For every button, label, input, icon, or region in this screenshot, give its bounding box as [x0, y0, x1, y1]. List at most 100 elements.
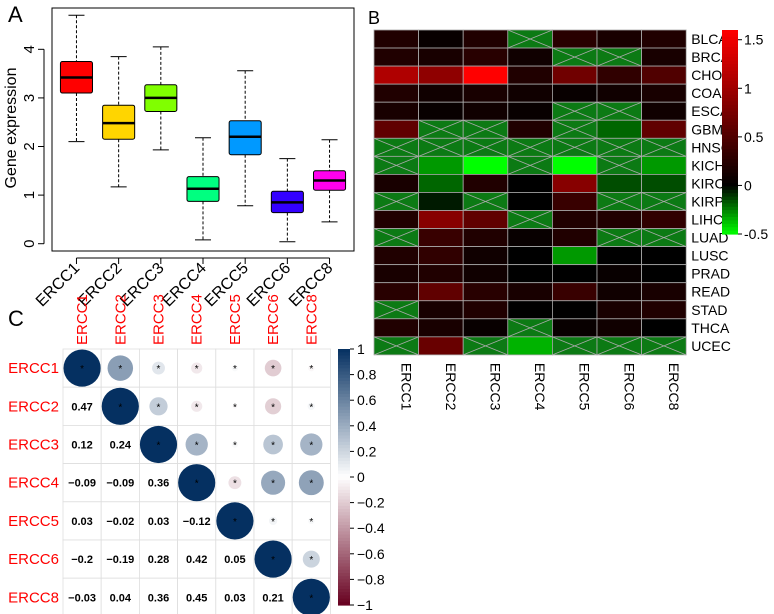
corr-significance: * [157, 364, 161, 375]
heatmap-cell [641, 246, 687, 266]
corr-value: 0.04 [110, 592, 132, 604]
corr-cell [62, 501, 102, 541]
corr-legend-step [338, 499, 350, 504]
heatmap-legend-step [722, 172, 738, 177]
corr-row-label: ERCC3 [8, 437, 59, 454]
corr-cell [291, 386, 331, 426]
corr-legend-label: −0.8 [357, 571, 385, 587]
corr-circle [292, 578, 330, 614]
heatmap-cell-empty [373, 228, 419, 248]
boxplot-box-ERCC3 [144, 46, 178, 151]
heatmap-cross [507, 210, 553, 229]
heatmap-cross [641, 137, 687, 157]
corr-circle [307, 402, 316, 411]
corr-legend-step [338, 406, 350, 411]
heatmap-legend-step [722, 213, 738, 218]
heatmap-cross [641, 336, 687, 356]
heatmap-row-label: KICH [691, 157, 724, 173]
boxplot-y-tick-label: 3 [21, 94, 38, 102]
corr-legend-step [338, 502, 350, 507]
corr-circle [228, 476, 242, 490]
corr-col-label: ERCC8 [303, 294, 320, 345]
corr-legend-step [338, 550, 350, 555]
corr-legend-step [338, 416, 350, 420]
heatmap-cross [507, 318, 553, 338]
heatmap-cell [507, 300, 553, 320]
corr-legend-step [338, 438, 350, 443]
heatmap-col-label: ERCC5 [577, 363, 593, 411]
corr-cell [253, 577, 293, 614]
corr-circle [308, 517, 315, 525]
corr-significance: * [195, 479, 199, 490]
heatmap-legend-step [722, 36, 738, 41]
corr-cell [138, 577, 178, 614]
corr-significance: * [233, 441, 237, 452]
corr-legend-step [338, 393, 350, 398]
heatmap-legend-step [722, 91, 738, 96]
corr-value: 0.45 [186, 592, 207, 604]
heatmap-cell [462, 47, 509, 67]
heatmap-cell-empty [552, 119, 598, 139]
corr-legend-step [338, 528, 350, 532]
boxplot-box-ERCC8 [313, 139, 347, 223]
corr-legend-step [338, 429, 350, 433]
heatmap-cell [418, 101, 464, 121]
heatmap-legend-step [722, 118, 738, 123]
heatmap-legend-label: 0.5 [744, 129, 764, 145]
heatmap-cell [552, 282, 598, 302]
heatmap-cell-empty [507, 155, 553, 175]
corr-value: 0.28 [148, 554, 169, 566]
heatmap-cell [552, 228, 598, 248]
heatmap-cross [596, 228, 642, 247]
heatmap-legend-step [722, 166, 738, 170]
corr-legend-step [338, 413, 350, 417]
heatmap-cell [552, 210, 598, 229]
panel-label-a: A [8, 2, 23, 27]
corr-value: 0.24 [110, 440, 132, 452]
boxplot-ylabel: Gene expression [3, 68, 20, 189]
corr-value: 0.21 [262, 592, 283, 604]
corr-legend-step [338, 358, 350, 363]
heatmap-row-label: HNSC [691, 139, 731, 155]
corr-circle [254, 540, 292, 578]
corr-value: −0.19 [106, 554, 134, 566]
heatmap-cross [552, 101, 598, 121]
corr-legend-step [338, 349, 350, 353]
heatmap-cell [641, 65, 687, 85]
heatmap-cell [507, 119, 553, 139]
corr-significance: * [309, 441, 313, 452]
corr-legend-step [338, 585, 350, 590]
boxplot-panel: Gene expression 01234ERCC1ERCC2ERCC3ERCC… [3, 7, 355, 310]
heatmap-legend-step [722, 217, 738, 221]
heatmap-cell-empty [462, 192, 509, 211]
heatmap-cell-empty [641, 137, 687, 157]
corr-circle [149, 397, 168, 416]
heatmap-cross [641, 192, 687, 211]
corr-legend-step [338, 595, 350, 600]
corr-legend-step [338, 573, 350, 577]
boxplot-y-tick-label: 2 [21, 142, 38, 150]
corr-row-label: ERCC4 [8, 475, 59, 492]
heatmap-cell [641, 119, 687, 139]
heatmap-cell-empty [552, 137, 598, 157]
corr-legend-step [338, 397, 350, 401]
corr-significance: * [157, 441, 161, 452]
corr-legend-step [338, 435, 350, 440]
heatmap-cell-empty [462, 137, 509, 157]
heatmap-cell-empty [507, 318, 553, 338]
heatmap-cross [641, 228, 687, 247]
corr-legend-step [338, 409, 350, 414]
corr-value: 0.42 [186, 554, 207, 566]
corr-cell [215, 577, 255, 614]
heatmap-cross [507, 29, 553, 49]
heatmap-cell [418, 336, 464, 356]
corr-legend-step [338, 451, 350, 456]
corr-circle [139, 425, 178, 464]
corr-circle [185, 433, 208, 456]
corr-legend-step [338, 547, 350, 552]
heatmap-legend-step [722, 101, 738, 106]
corr-legend-label: −0.2 [357, 495, 385, 511]
corr-circle [191, 362, 203, 374]
heatmap-legend-label: 1.5 [744, 32, 764, 48]
heatmap-legend-step [722, 33, 738, 38]
